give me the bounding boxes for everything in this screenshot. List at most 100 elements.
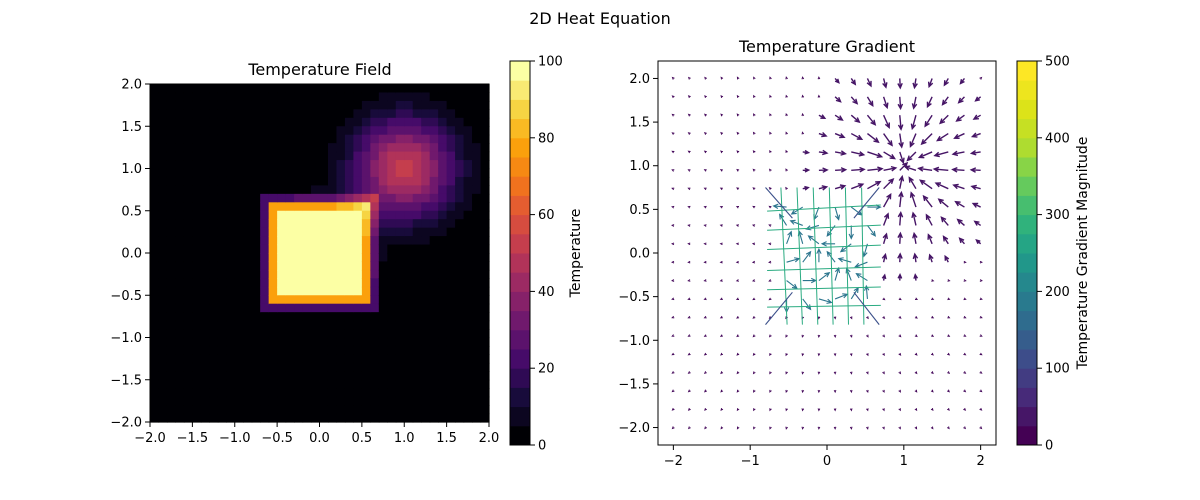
quiver-arrow xyxy=(751,260,756,264)
x-tick-label: 1 xyxy=(900,454,908,469)
heatmap-cell xyxy=(370,371,380,381)
heatmap-cell xyxy=(268,261,278,271)
heatmap-cell xyxy=(336,151,346,161)
heatmap-cell xyxy=(404,210,414,220)
heatmap-cell xyxy=(327,354,338,364)
quiver-arrow xyxy=(671,352,675,356)
heatmap-cell xyxy=(370,100,380,110)
quiver-arrow xyxy=(833,353,837,357)
heatmap-cell xyxy=(319,134,329,144)
heatmap-cell xyxy=(446,337,456,347)
heatmap-cell xyxy=(319,109,329,119)
quiver-arrow xyxy=(947,279,951,282)
quiver-arrow xyxy=(850,78,857,86)
heatmap-cell xyxy=(446,388,456,398)
quiver-arrow xyxy=(785,389,788,394)
heatmap-cell xyxy=(387,413,397,423)
heatmap-cell xyxy=(336,126,346,136)
heatmap-cell xyxy=(217,396,227,406)
heatmap-cell xyxy=(192,109,202,119)
heatmap-cell xyxy=(302,269,312,279)
quiver-arrow xyxy=(864,284,870,299)
heatmap-cell xyxy=(302,109,312,119)
heatmap-cell xyxy=(429,253,439,263)
heatmap-cell xyxy=(260,219,270,229)
quiver-arrow xyxy=(906,151,917,162)
heatmap-cell xyxy=(209,202,219,212)
quiver-arrow xyxy=(703,150,707,154)
heatmap-cell xyxy=(378,236,388,246)
x-tick-label: 0.0 xyxy=(309,431,330,446)
heatmap-cell xyxy=(166,413,177,423)
heatmap-cell xyxy=(387,295,397,305)
heatmap-cell xyxy=(285,345,295,355)
heatmap-cell xyxy=(234,227,244,237)
quiver-arrow xyxy=(703,205,707,209)
heatmap-cell xyxy=(344,396,354,406)
quiver-arrow xyxy=(917,151,933,159)
heatmap-cell xyxy=(319,371,329,381)
heatmap-cell xyxy=(395,92,405,102)
heatmap-cell xyxy=(302,354,312,364)
heatmap-cell xyxy=(370,269,380,279)
heatmap-cell xyxy=(200,312,210,322)
gradient-colorbar-band xyxy=(1017,80,1037,100)
heatmap-cell xyxy=(319,413,329,423)
heatmap-cell xyxy=(421,92,431,102)
heatmap-cell xyxy=(285,134,295,144)
heatmap-cells xyxy=(150,84,490,423)
gradient-colorbar-band xyxy=(1017,329,1037,350)
quiver-arrow xyxy=(933,151,949,158)
heatmap-cell xyxy=(455,210,465,220)
heatmap-cell xyxy=(319,261,329,271)
heatmap-cell xyxy=(353,210,363,220)
heatmap-cell xyxy=(192,345,202,355)
heatmap-cell xyxy=(344,168,354,178)
heatmap-cell xyxy=(353,227,363,237)
heatmap-cell xyxy=(166,151,177,161)
quiver-arrow xyxy=(947,407,950,411)
heatmap-cell xyxy=(192,413,202,423)
heatmap-cell xyxy=(226,202,236,212)
heatmap-cell xyxy=(387,253,397,263)
y-tick-label: 1.0 xyxy=(121,162,142,177)
heatmap-cell xyxy=(361,303,371,313)
heatmap-cell xyxy=(404,227,414,237)
quiver-arrow xyxy=(979,260,983,264)
heatmap-cell xyxy=(463,236,473,246)
heatmap-cell xyxy=(166,320,177,330)
heatmap-cell xyxy=(395,388,405,398)
heatmap-cell xyxy=(463,227,473,237)
heatmap-cell xyxy=(268,253,278,263)
quiver-arrow xyxy=(898,408,901,412)
heatmap-cell xyxy=(421,362,431,372)
heatmap-cell xyxy=(472,345,482,355)
heatmap-cell xyxy=(192,379,202,389)
heatmap-cell xyxy=(285,278,295,288)
heatmap-cell xyxy=(353,151,363,161)
heatmap-cell xyxy=(361,151,371,161)
heatmap-cell xyxy=(429,84,439,94)
heatmap-cell xyxy=(370,151,380,161)
heatmap-cell xyxy=(294,362,304,372)
heatmap-cell xyxy=(429,100,439,110)
heatmap-cell xyxy=(395,278,405,288)
heatmap-cell xyxy=(370,379,380,389)
heatmap-cell xyxy=(421,396,431,406)
temperature-colorbar-band xyxy=(510,425,530,446)
heatmap-cell xyxy=(302,151,312,161)
heatmap-cell xyxy=(209,193,219,203)
heatmap-cell xyxy=(404,151,414,161)
heatmap-cell xyxy=(192,337,202,347)
quiver-arrow xyxy=(720,131,724,135)
heatmap-cell xyxy=(166,303,177,313)
heatmap-cell xyxy=(209,244,219,254)
heatmap-cell xyxy=(200,143,210,153)
heatmap-cell xyxy=(209,168,219,178)
heatmap-cell xyxy=(395,413,405,423)
quiver-arrow xyxy=(687,426,691,430)
heatmap-cell xyxy=(183,337,193,347)
heatmap-cell xyxy=(395,236,405,246)
heatmap-cell xyxy=(243,345,253,355)
heatmap-cell xyxy=(277,329,287,339)
